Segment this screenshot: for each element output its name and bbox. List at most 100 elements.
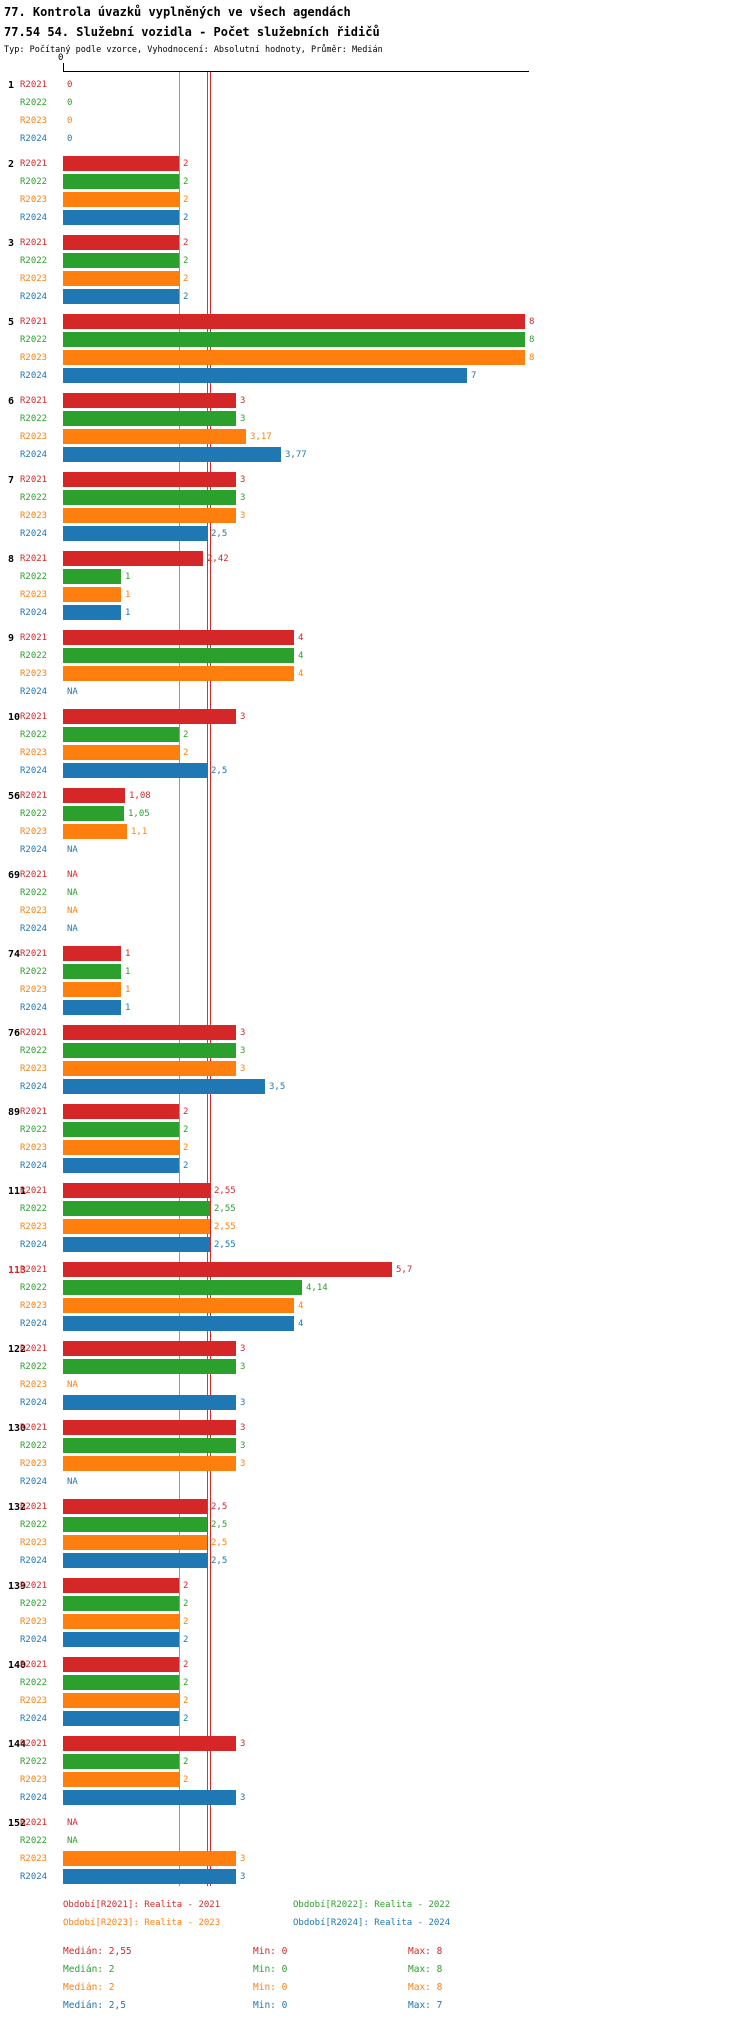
- bar-r2021: [63, 1420, 236, 1435]
- series-label: R2023: [20, 669, 48, 679]
- value-label: NA: [67, 870, 78, 880]
- value-label: 3: [240, 1739, 246, 1749]
- value-label: 1: [125, 608, 131, 618]
- series-label: R2024: [20, 1319, 48, 1329]
- series-label: R2021: [20, 317, 48, 327]
- series-label: R2021: [20, 475, 48, 485]
- value-label: 1,1: [131, 827, 148, 837]
- bar-r2024: [63, 368, 467, 383]
- bar-row: R2024 NA: [0, 683, 750, 701]
- series-label: R2021: [20, 238, 48, 248]
- bar-row: R2021 2,5: [0, 1498, 750, 1516]
- series-label: R2024: [20, 1082, 48, 1092]
- value-label: 2: [183, 177, 189, 187]
- series-label: R2023: [20, 827, 48, 837]
- series-label: R2021: [20, 712, 48, 722]
- bar-row: R2023 3: [0, 1060, 750, 1078]
- bar-r2021: [63, 1736, 236, 1751]
- value-label: 8: [529, 353, 535, 363]
- bar-r2024: [63, 1553, 207, 1568]
- bar-r2022: [63, 253, 179, 268]
- value-label: 2,5: [211, 1556, 228, 1566]
- bar-row: R2023 1: [0, 981, 750, 999]
- bar-row: R2023 8: [0, 349, 750, 367]
- value-label: 3,77: [285, 450, 307, 460]
- bar-row: R2024 2,5: [0, 762, 750, 780]
- series-label: R2023: [20, 1301, 48, 1311]
- stat-max-r2022: Max: 8: [408, 1964, 443, 1975]
- value-label: 4,14: [306, 1283, 328, 1293]
- group-id-label: 1: [8, 80, 15, 91]
- stat-min-r2023: Min: 0: [253, 1982, 288, 1993]
- bar-group: 9 R2021 4 R2022 4 R2023 4 R2024 NA: [0, 629, 750, 701]
- value-label: 1: [125, 949, 131, 959]
- stat-median-r2021: Medián: 2,55: [63, 1946, 132, 1957]
- series-label: R2024: [20, 1161, 48, 1171]
- bar-row: R2022 2: [0, 173, 750, 191]
- chart-title: 77.54 54. Služební vozidla - Počet služe…: [4, 25, 380, 39]
- x-axis-tick: [63, 63, 64, 71]
- series-label: R2024: [20, 1398, 48, 1408]
- series-label: R2021: [20, 1186, 48, 1196]
- x-axis-zero-label: 0: [58, 53, 64, 63]
- series-label: R2021: [20, 159, 48, 169]
- bar-r2024: [63, 605, 121, 620]
- bar-group: 8 R2021 2,42 R2022 1 R2023 1 R2024 1: [0, 550, 750, 622]
- value-label: 4: [298, 669, 304, 679]
- bar-row: R2021 1,08: [0, 787, 750, 805]
- group-id-label: 152: [8, 1818, 27, 1829]
- bar-group: 130 R2021 3 R2022 3 R2023 3 R2024 NA: [0, 1419, 750, 1491]
- series-label: R2023: [20, 511, 48, 521]
- group-id-label: 8: [8, 554, 15, 565]
- bar-row: R2024 3: [0, 1394, 750, 1412]
- series-label: R2023: [20, 1854, 48, 1864]
- series-label: R2023: [20, 1064, 48, 1074]
- value-label: 2: [183, 1107, 189, 1117]
- bar-row: R2022 2,55: [0, 1200, 750, 1218]
- legend-item-r2021: Období[R2021]: Realita - 2021: [63, 1900, 221, 1910]
- bar-row: R2024 NA: [0, 841, 750, 859]
- series-label: R2021: [20, 80, 48, 90]
- group-id-label: 69: [8, 870, 21, 881]
- bar-row: R2022 4: [0, 647, 750, 665]
- bar-row: R2023 2: [0, 270, 750, 288]
- value-label: 3: [240, 712, 246, 722]
- series-label: R2021: [20, 554, 48, 564]
- value-label: 2: [183, 238, 189, 248]
- bar-row: R2022 1: [0, 568, 750, 586]
- value-label: 2: [183, 1714, 189, 1724]
- series-label: R2023: [20, 906, 48, 916]
- bar-row: R2022 3: [0, 1437, 750, 1455]
- bar-row: R2021 NA: [0, 1814, 750, 1832]
- bar-row: R2021 3: [0, 1419, 750, 1437]
- bar-r2021: [63, 1262, 392, 1277]
- value-label: 2,42: [207, 554, 229, 564]
- series-label: R2022: [20, 1441, 48, 1451]
- stat-max-r2024: Max: 7: [408, 2000, 443, 2011]
- bar-r2022: [63, 174, 179, 189]
- bar-row: R2021 3: [0, 471, 750, 489]
- bar-r2022: [63, 1043, 236, 1058]
- value-label: 2: [183, 256, 189, 266]
- legend-item-r2022: Období[R2022]: Realita - 2022: [293, 1900, 451, 1910]
- bar-r2024: [63, 1711, 179, 1726]
- stat-median-r2023: Medián: 2: [63, 1982, 115, 1993]
- bar-group: 2 R2021 2 R2022 2 R2023 2 R2024 2: [0, 155, 750, 227]
- bar-r2021: [63, 1578, 179, 1593]
- bar-row: R2023 1,1: [0, 823, 750, 841]
- value-label: 8: [529, 335, 535, 345]
- group-id-label: 111: [8, 1186, 27, 1197]
- group-id-label: 7: [8, 475, 15, 486]
- bar-row: R2024 2: [0, 209, 750, 227]
- bar-row: R2022 3: [0, 1042, 750, 1060]
- bar-row: R2024 3: [0, 1868, 750, 1886]
- series-label: R2024: [20, 529, 48, 539]
- group-id-label: 3: [8, 238, 15, 249]
- value-label: 2,5: [211, 1520, 228, 1530]
- stat-min-r2022: Min: 0: [253, 1964, 288, 1975]
- bar-row: R2021 5,7: [0, 1261, 750, 1279]
- bar-r2023: [63, 1772, 179, 1787]
- bar-r2021: [63, 156, 179, 171]
- series-label: R2023: [20, 1538, 48, 1548]
- bar-row: R2022 NA: [0, 1832, 750, 1850]
